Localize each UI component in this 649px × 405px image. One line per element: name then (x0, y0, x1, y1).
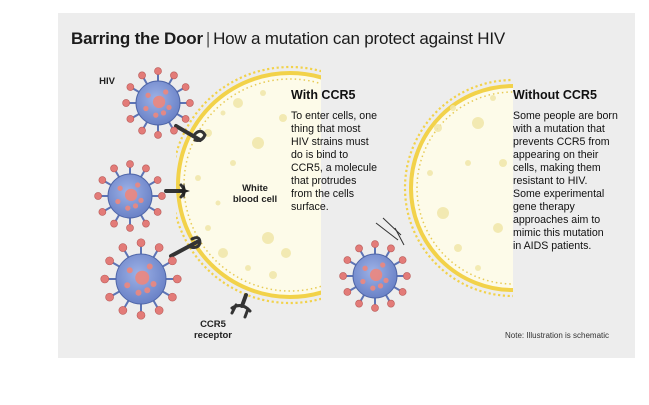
without-ccr5-paragraph: Some people are born with a mutation that… (513, 110, 631, 253)
title-separator: | (205, 29, 211, 48)
with-ccr5-heading: With CCR5 (291, 88, 356, 102)
without-ccr5-line: cells, making them (513, 162, 601, 174)
hiv-label: HIV (99, 76, 115, 87)
white-blood-cell-label-line1: White (242, 183, 268, 194)
title-rest: How a mutation can protect against HIV (213, 29, 506, 48)
ccr5-receptor-icon (230, 293, 252, 319)
without-ccr5-line: in AIDS patients. (513, 240, 592, 252)
without-ccr5-line: appearing on their (513, 149, 599, 161)
with-ccr5-line: that protrudes (291, 175, 357, 187)
binding-spark-icon (178, 183, 190, 199)
page-title: Barring the Door | How a mutation can prot… (71, 29, 505, 49)
with-ccr5-line: surface. (291, 201, 329, 213)
without-ccr5-line: Some experimental (513, 188, 605, 200)
hiv-virus-group (94, 67, 411, 320)
ccr5-receptor-icon (174, 124, 207, 142)
with-ccr5-line: from the cells (291, 188, 354, 200)
illustration-art (94, 65, 513, 320)
ccr5-receptor-icons (164, 124, 252, 319)
title-bold: Barring the Door (71, 29, 203, 48)
without-ccr5-line: with a mutation that (513, 123, 605, 135)
with-ccr5-line: CCR5, a molecule (291, 162, 377, 174)
schematic-note: Note: Illustration is schematic (505, 331, 610, 340)
hiv-virus-icon (94, 160, 166, 232)
without-ccr5-line: gene therapy (513, 201, 575, 213)
with-ccr5-paragraph: To enter cells, one thing that most HIV st… (291, 110, 401, 214)
with-ccr5-line: do is bind to (291, 149, 349, 161)
ccr5-receptor-label: CCR5 receptor (186, 319, 240, 341)
illustration-panel: Barring the Door | How a mutation can prot… (58, 13, 635, 358)
white-blood-cell-left (176, 65, 321, 305)
ccr5-label-line2: receptor (193, 330, 232, 341)
without-ccr5-heading: Without CCR5 (513, 88, 597, 102)
white-blood-cell-label-line2: blood cell (232, 194, 278, 205)
white-blood-cell-label: White blood cell (228, 183, 282, 205)
with-ccr5-line: To enter cells, one (291, 110, 377, 122)
without-ccr5-line: resistant to HIV. (513, 175, 588, 187)
ccr5-label-line1: CCR5 (200, 319, 226, 330)
hiv-virus-icon (339, 240, 411, 312)
ccr5-receptor-icon (169, 236, 202, 258)
with-ccr5-line: HIV strains must (291, 136, 369, 148)
without-ccr5-line: mimic this mutation (513, 227, 604, 239)
hiv-virus-icon (100, 238, 182, 320)
without-ccr5-line: approaches aim to (513, 214, 601, 226)
hiv-virus-icon (122, 67, 194, 139)
without-ccr5-line: Some people are born (513, 110, 618, 122)
white-blood-cell-right (403, 78, 513, 298)
with-ccr5-line: thing that most (291, 123, 361, 135)
deflection-lines-icon (375, 217, 405, 246)
without-ccr5-line: prevents CCR5 from (513, 136, 610, 148)
